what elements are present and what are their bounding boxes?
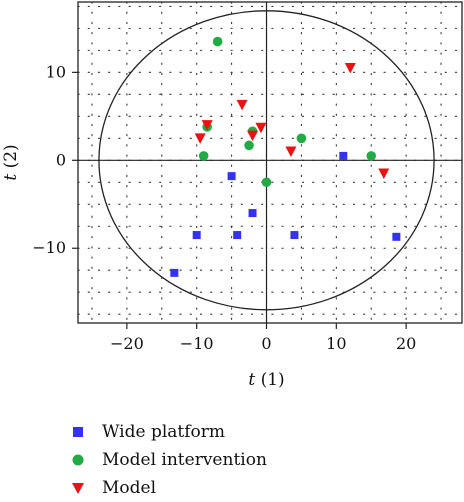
plot-frame — [77, 1, 463, 324]
circle-point — [212, 36, 223, 47]
triangle-point — [236, 99, 248, 111]
legend-label: Wide platform — [102, 422, 226, 442]
y-axis-title: t (2) — [1, 144, 21, 180]
legend-item-model-intervention: Model intervention — [70, 446, 267, 474]
legend-item-model: Model — [70, 474, 267, 502]
circle-point — [366, 151, 377, 161]
x-tick-label: −20 — [110, 334, 144, 353]
square-point — [233, 231, 242, 240]
square-point — [339, 151, 348, 160]
triangle-point — [247, 130, 259, 142]
triangle-point — [285, 146, 297, 158]
circle-point — [244, 140, 254, 151]
triangle-point — [194, 133, 206, 144]
triangle-point — [201, 120, 213, 131]
square-marker-icon — [70, 424, 86, 440]
square-point — [170, 268, 179, 277]
square-point — [392, 232, 401, 241]
scatter-plot: −20 −10 0 10 20 −10 0 10 t (1) t (2) — [1, 1, 463, 390]
x-tick-label: 0 — [261, 334, 271, 353]
y-axis-title-var: t — [1, 174, 21, 181]
circle-marker-icon — [70, 452, 86, 468]
legend-label: Model intervention — [102, 450, 267, 470]
x-tick-label: −10 — [180, 334, 214, 353]
triangle-down-marker-icon — [70, 480, 86, 496]
y-axis-ticks: −10 0 10 — [32, 62, 78, 257]
x-tick-label: 10 — [326, 334, 346, 353]
x-axis-ticks: −20 −10 0 10 20 — [110, 323, 416, 353]
triangle-point — [378, 168, 390, 179]
square-point — [290, 231, 299, 240]
y-tick-label: −10 — [32, 238, 66, 257]
square-point — [192, 231, 201, 240]
x-axis-title-index: (1) — [261, 370, 285, 390]
x-tick-label: 20 — [396, 334, 416, 353]
legend-label: Model — [102, 478, 157, 498]
y-tick-label: 0 — [56, 150, 66, 169]
triangle-point — [255, 122, 267, 134]
square-point — [248, 209, 257, 218]
legend-item-wide-platform: Wide platform — [70, 418, 267, 446]
legend: Wide platform Model intervention Model — [70, 418, 267, 502]
y-axis-title-index: (2) — [1, 144, 21, 168]
grid-layer — [77, 1, 463, 324]
x-axis-title: t (1) — [248, 370, 284, 390]
triangle-point — [344, 62, 356, 74]
x-axis-title-var: t — [248, 370, 255, 390]
circle-point — [198, 151, 209, 161]
data-points — [170, 36, 401, 277]
circle-point — [261, 177, 272, 188]
circle-point — [296, 133, 307, 144]
square-point — [227, 172, 236, 181]
y-tick-label: 10 — [46, 62, 66, 81]
